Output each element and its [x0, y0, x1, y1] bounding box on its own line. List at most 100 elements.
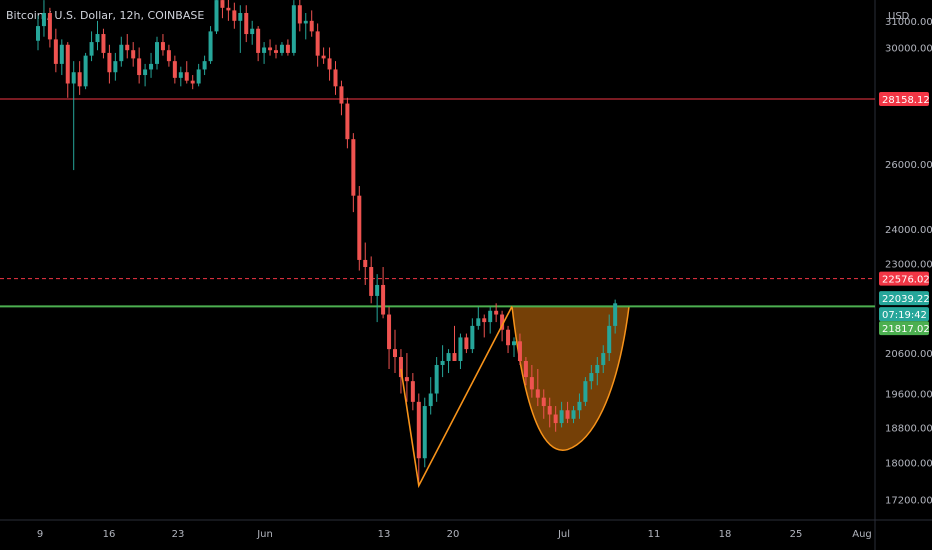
candle-body — [101, 34, 106, 53]
price-badge: 22576.02 — [879, 271, 930, 286]
candle-body — [59, 44, 64, 64]
x-tick-label: 9 — [37, 529, 43, 540]
candle-body — [190, 80, 195, 84]
candle-body — [506, 329, 511, 346]
candle-body — [416, 401, 421, 459]
y-tick-label: 17200.00 — [885, 496, 932, 507]
price-badge-bg — [879, 91, 929, 106]
candle-body — [149, 63, 154, 70]
candle-body — [369, 267, 374, 296]
y-tick-label: 19600.00 — [885, 390, 932, 401]
candle-body — [428, 393, 433, 407]
candle-body — [488, 310, 493, 323]
candle-body — [220, 0, 225, 8]
candle-body — [553, 414, 558, 424]
y-tick-label: 20600.00 — [885, 349, 932, 360]
candle-body — [339, 86, 344, 104]
candle-body — [65, 44, 70, 84]
candle-body — [476, 318, 481, 326]
x-tick-label: 20 — [447, 529, 460, 540]
candle-body — [583, 381, 588, 402]
candle-body — [131, 50, 136, 59]
candle-body — [512, 341, 516, 346]
v-pattern-lines — [400, 306, 513, 489]
candle-body — [601, 353, 606, 365]
candle-body — [393, 349, 397, 358]
price-badge-bg — [879, 307, 929, 322]
price-badge: 28158.12 — [879, 91, 930, 106]
currency-label: USD — [888, 11, 910, 22]
candle-body — [250, 28, 255, 35]
candle-body — [95, 34, 100, 43]
candle-body — [315, 31, 320, 56]
candle-body — [53, 39, 58, 64]
candle-body — [446, 353, 451, 361]
candle-body — [77, 72, 82, 87]
candle-body — [113, 61, 118, 73]
candle-body — [422, 406, 427, 459]
candle-body — [274, 50, 278, 53]
candle-body — [589, 373, 594, 382]
candle-body — [196, 69, 201, 84]
x-tick-label: 13 — [378, 529, 391, 540]
y-tick-label: 18800.00 — [885, 423, 932, 434]
candle-body — [327, 58, 332, 70]
candle-body — [363, 259, 368, 268]
candle-body — [291, 5, 296, 53]
cup-pattern — [511, 305, 630, 451]
price-badge-label: 22039.22 — [882, 294, 930, 305]
candle-body — [529, 377, 534, 390]
price-badge: 22039.22 — [879, 291, 930, 306]
x-tick-label: 18 — [719, 529, 732, 540]
candle-body — [452, 353, 457, 361]
candle-body — [517, 341, 522, 361]
candle-body — [458, 337, 463, 361]
candle-body — [47, 12, 52, 40]
candle-body — [321, 55, 326, 59]
x-tick-label: 25 — [790, 529, 803, 540]
candle-body — [137, 58, 142, 76]
candle-body — [404, 377, 409, 382]
candle-body — [244, 12, 249, 35]
candle-body — [160, 42, 165, 51]
candle-body — [71, 72, 76, 84]
candle-body — [303, 20, 308, 24]
candle-body — [607, 325, 612, 354]
candle-body — [226, 7, 231, 11]
y-tick-label: 26000.00 — [885, 160, 932, 171]
candle-body — [208, 31, 213, 62]
candle-body — [202, 61, 207, 70]
candle-body — [541, 397, 546, 407]
candle-body — [83, 55, 88, 87]
candle-body — [256, 28, 261, 53]
candle-body — [143, 69, 148, 76]
candle-body — [36, 26, 40, 41]
chart-title: Bitcoin / U.S. Dollar, 12h, COINBASE — [6, 9, 205, 22]
candle-body — [285, 44, 290, 53]
candle-body — [547, 406, 552, 415]
candle-body — [119, 44, 124, 62]
candle-body — [559, 410, 564, 424]
candle-body — [351, 139, 356, 196]
candle-body — [398, 357, 403, 378]
price-badge-label: 22576.02 — [882, 275, 930, 286]
candle-body — [595, 364, 600, 374]
x-tick-label: 23 — [172, 529, 185, 540]
candle-body — [387, 314, 392, 350]
candle-body — [125, 44, 130, 51]
candle-body — [440, 360, 445, 365]
candle-body — [333, 69, 338, 87]
price-badge-bg — [879, 271, 929, 286]
candle-body — [613, 303, 618, 326]
candle-body — [279, 44, 284, 53]
candle-body — [357, 195, 362, 260]
candle-body — [375, 284, 380, 296]
price-badge: 07:19:42 — [879, 307, 929, 322]
candle-body — [184, 72, 189, 81]
candle-body — [470, 325, 475, 350]
candle-body — [345, 103, 350, 140]
candle-body — [89, 42, 94, 56]
x-tick-label: Jul — [557, 529, 570, 540]
candle-body — [577, 401, 582, 411]
